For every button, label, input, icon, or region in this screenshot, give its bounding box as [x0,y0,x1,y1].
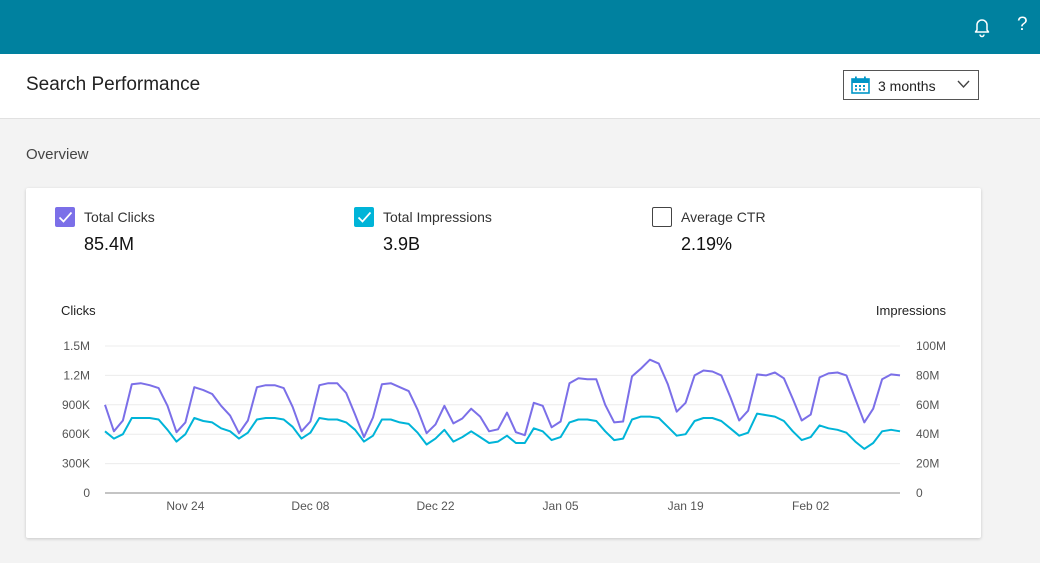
y-right-tick-label: 100M [916,339,946,353]
series-line-clicks [105,360,900,437]
calendar-icon [851,76,870,94]
page-header: Search Performance 3 months [0,54,1040,119]
overview-heading: Overview [26,146,89,163]
y-right-tick-label: 60M [916,398,939,412]
y-left-tick-label: 1.2M [63,368,90,382]
y-right-tick-label: 80M [916,368,939,382]
right-axis-title: Impressions [876,303,947,318]
x-tick-label: Nov 24 [166,499,204,513]
y-left-tick-label: 900K [62,398,90,412]
x-tick-label: Dec 22 [416,499,454,513]
y-right-tick-label: 20M [916,457,939,471]
performance-chart: Clicks Impressions 0 300K 600K 900K 1.2M 1.5M… [26,188,981,538]
y-left-tick-label: 1.5M [63,339,90,353]
x-tick-label: Dec 08 [291,499,329,513]
date-range-dropdown[interactable]: 3 months [843,70,979,100]
x-tick-label: Feb 02 [792,499,830,513]
right-axis-ticks: 0 20M 40M 60M 80M 100M [916,339,946,500]
y-left-tick-label: 0 [83,486,90,500]
bell-icon[interactable] [972,16,992,38]
left-axis-ticks: 0 300K 600K 900K 1.2M 1.5M [62,339,90,500]
x-tick-label: Jan 05 [543,499,579,513]
y-left-tick-label: 300K [62,457,90,471]
overview-card: Total Clicks 85.4M Total Impressions 3.9… [26,188,981,538]
x-tick-label: Jan 19 [668,499,704,513]
y-right-tick-label: 40M [916,427,939,441]
chart-lines [105,360,900,449]
y-right-tick-label: 0 [916,486,923,500]
y-left-tick-label: 600K [62,427,90,441]
date-range-value: 3 months [878,78,936,94]
top-bar: ? [0,0,1040,54]
left-axis-title: Clicks [61,303,96,318]
x-axis-ticks: Nov 24 Dec 08 Dec 22 Jan 05 Jan 19 Feb 02 [166,499,829,513]
help-icon[interactable]: ? [1017,14,1028,36]
chevron-down-icon [957,79,970,89]
page-title: Search Performance [26,74,200,96]
